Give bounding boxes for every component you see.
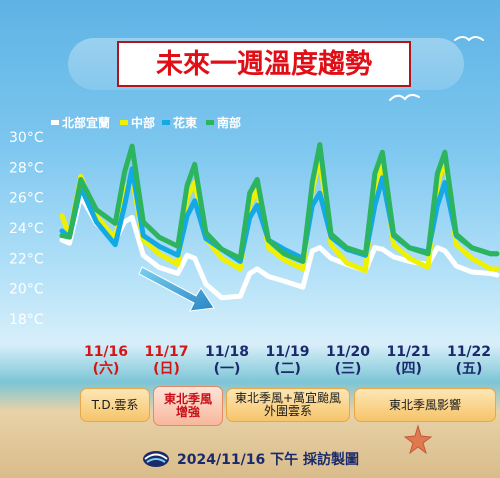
legend-item: 中部 <box>120 115 155 130</box>
x-tick-weekday: (三) <box>335 361 362 377</box>
y-tick-label: 20°C <box>9 282 44 298</box>
starfish-icon <box>403 424 433 455</box>
y-tick-label: 30°C <box>9 130 44 146</box>
event-ne-monsoon-strengthen: 東北季風 增強 <box>153 386 223 426</box>
x-tick-weekday: (六) <box>93 360 120 377</box>
starfish-shape <box>403 424 433 455</box>
x-tick-weekday: (日) <box>153 361 180 377</box>
legend-swatch <box>206 120 214 125</box>
legend-item: 南部 <box>206 115 241 130</box>
x-tick-date: 11/17 <box>144 344 188 360</box>
series-lines <box>59 142 500 301</box>
legend-label: 北部宜蘭 <box>62 115 110 130</box>
legend-label: 南部 <box>217 115 241 130</box>
x-tick-date: 11/19 <box>265 344 309 360</box>
event-td-clouds: T.D.雲系 <box>80 388 150 422</box>
event-ne-monsoon-influence: 東北季風影響 <box>354 388 496 422</box>
arrow-icon <box>138 266 215 312</box>
network-logo-icon <box>143 451 170 467</box>
legend-item: 花東 <box>162 115 197 130</box>
y-tick-label: 22°C <box>9 251 44 267</box>
legend-label: 花東 <box>173 115 197 130</box>
footer-credit: 2024/11/16 下午 採訪製圖 <box>177 452 359 468</box>
legend: 北部宜蘭 中部 花東 南部 <box>51 115 241 130</box>
x-tick-weekday: (一) <box>214 361 241 377</box>
x-axis-dates: 11/16(六) 11/17(日) 11/18(一) 11/19(二) 11/20(三)… <box>84 344 491 377</box>
x-tick-weekday: (二) <box>274 361 301 377</box>
x-tick-date: 11/21 <box>386 344 430 360</box>
cooling-trend-arrow <box>138 266 215 312</box>
series-line <box>59 142 500 264</box>
seagull-icon <box>389 93 420 101</box>
legend-swatch <box>51 120 59 125</box>
legend-swatch <box>162 120 170 125</box>
x-tick-date: 11/22 <box>447 344 491 360</box>
legend-item: 北部宜蘭 <box>51 115 110 130</box>
x-tick-weekday: (五) <box>456 361 483 377</box>
x-tick-date: 11/18 <box>205 344 249 360</box>
x-tick-date: 11/20 <box>326 344 370 360</box>
y-tick-label: 28°C <box>9 160 44 176</box>
seagull-icons <box>389 36 484 101</box>
chart-title: 未來一週溫度趨勢 <box>156 48 372 80</box>
y-tick-label: 18°C <box>9 312 44 328</box>
legend-swatch <box>120 120 128 125</box>
y-tick-label: 26°C <box>9 191 44 207</box>
title-box <box>117 41 411 87</box>
x-tick-date: 11/16 <box>84 344 128 360</box>
seagull-icon <box>454 36 484 42</box>
footer: 2024/11/16 下午 採訪製圖 <box>0 446 500 472</box>
event-ne-monsoon-typhoon: 東北季風+萬宜颱風 外圍雲系 <box>226 388 350 422</box>
legend-label: 中部 <box>131 115 155 130</box>
y-tick-label: 24°C <box>9 221 44 237</box>
x-tick-weekday: (四) <box>395 361 422 377</box>
y-axis: 30°C 28°C 26°C 24°C 22°C 20°C 18°C <box>9 130 44 328</box>
title-banner: 未來一週溫度趨勢 <box>68 38 464 90</box>
